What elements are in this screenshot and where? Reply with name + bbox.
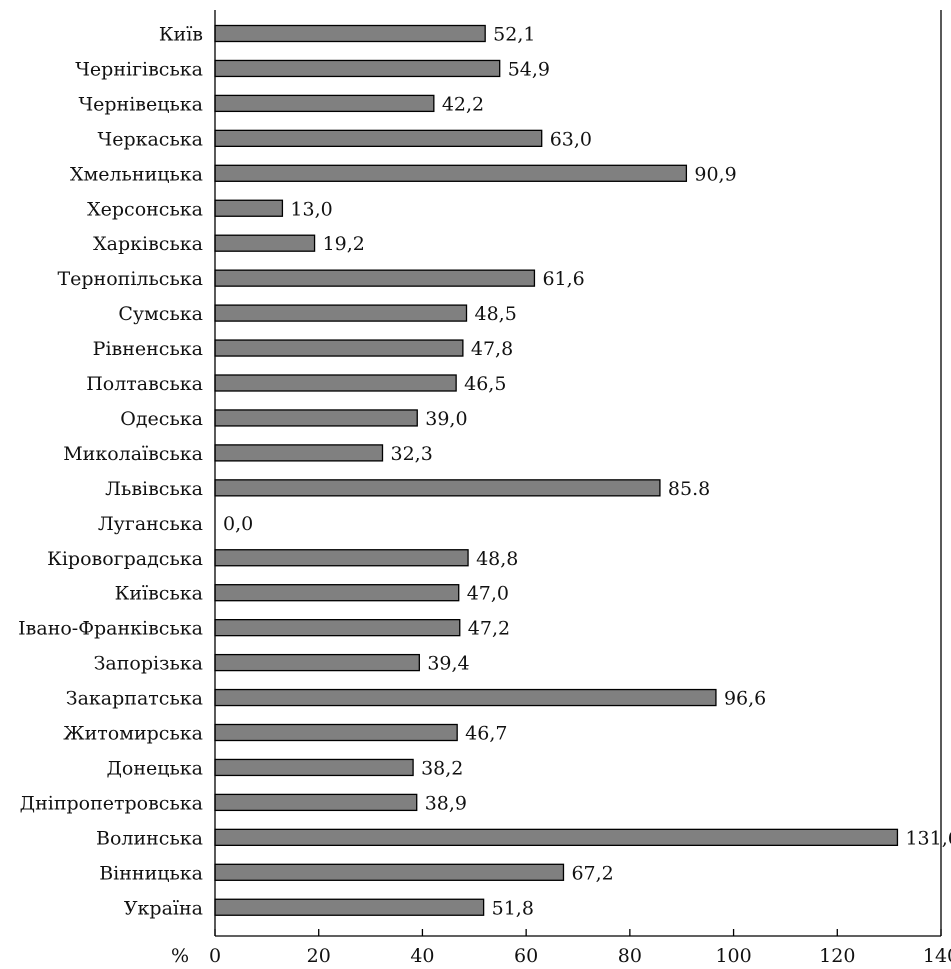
category-label: Вінницька [99, 862, 203, 884]
x-tick-label: 140 [923, 945, 951, 967]
value-label: 46,5 [464, 373, 506, 395]
category-label: Черкаська [98, 128, 203, 150]
value-label: 47,0 [467, 583, 509, 605]
category-label: Рівненська [93, 338, 203, 360]
value-label: 85.8 [668, 478, 710, 500]
bar [214, 234, 316, 252]
x-tick-label: 40 [410, 945, 434, 967]
bar [214, 653, 420, 672]
category-label: Київ [159, 24, 203, 46]
bar [214, 94, 435, 113]
bar [214, 269, 536, 287]
value-label: 48,5 [475, 303, 517, 325]
bar [214, 339, 464, 357]
category-label: Херсонська [87, 198, 203, 220]
bar [214, 619, 461, 637]
bar [214, 374, 457, 392]
category-label: Волинська [96, 827, 203, 849]
x-ticks: 0 20 40 60 80 100 120 140 [209, 929, 951, 967]
x-tick-label: 60 [514, 945, 538, 967]
category-label: Сумська [118, 303, 203, 325]
value-label: 13,0 [290, 198, 332, 220]
bars-group [214, 24, 899, 916]
bar [214, 549, 469, 567]
category-label: Миколаївська [63, 443, 203, 465]
bar [214, 898, 485, 916]
value-label: 96,6 [724, 688, 766, 710]
x-tick-label: 0 [209, 945, 221, 967]
axes [214, 10, 942, 937]
value-label: 39,0 [425, 408, 467, 430]
bar [214, 584, 460, 602]
value-label: 67,2 [571, 862, 613, 884]
x-tick-label: 20 [307, 945, 331, 967]
category-label: Закарпатська [66, 688, 203, 710]
bar [214, 688, 717, 707]
bar [214, 863, 565, 881]
value-label: 38,9 [425, 792, 467, 814]
value-label: 63,0 [550, 128, 592, 150]
bar [214, 479, 661, 497]
category-label: Київська [115, 583, 203, 605]
value-label: 32,3 [390, 443, 432, 465]
category-label: Чернівецька [78, 93, 203, 115]
bar [214, 304, 468, 322]
category-label: Чернігівська [75, 58, 203, 80]
category-label: Житомирська [63, 723, 203, 745]
bar [214, 758, 414, 777]
category-label: Запорізька [94, 653, 203, 675]
value-label: 46,7 [465, 723, 507, 745]
value-labels: 52,1 54,9 42,2 63,0 90,9 13,0 19,2 61,6 48,5 47,8… [223, 24, 951, 920]
category-label: Дніпропетровська [20, 792, 203, 814]
category-label: Львівська [105, 478, 203, 500]
x-tick-label: 80 [618, 945, 642, 967]
bar [214, 59, 501, 78]
bar [214, 409, 418, 427]
value-label: 54,9 [508, 58, 550, 80]
category-label: Хмельницька [70, 163, 203, 185]
value-label: 61,6 [542, 268, 584, 290]
value-label: 38,2 [421, 757, 463, 779]
bar [214, 129, 543, 148]
value-label: 52,1 [493, 24, 535, 46]
category-label: Полтавська [86, 373, 203, 395]
value-label: 42,2 [442, 93, 484, 115]
value-label: 0,0 [223, 513, 253, 535]
x-tick-label: 120 [819, 945, 855, 967]
bar [214, 723, 458, 742]
value-label: 131,6 [905, 827, 951, 849]
category-label: Україна [124, 897, 203, 919]
bar [214, 164, 688, 182]
value-label: 19,2 [323, 233, 365, 255]
bar [214, 199, 284, 217]
value-label: 90,9 [694, 163, 736, 185]
value-label: 48,8 [476, 548, 518, 570]
category-label: Донецька [106, 757, 203, 779]
category-labels: Київ Чернігівська Чернівецька Черкаська Хмел… [18, 24, 203, 920]
x-tick-label: 100 [715, 945, 751, 967]
value-label: 47,2 [468, 618, 510, 640]
category-label: Одеська [120, 408, 203, 430]
bar [214, 828, 899, 846]
bar [214, 24, 486, 43]
bar [214, 793, 418, 812]
category-label: Івано-Франківська [18, 618, 203, 640]
category-label: Харківська [93, 233, 203, 255]
category-label: Тернопільська [57, 268, 203, 290]
value-label: 47,8 [471, 338, 513, 360]
value-label: 51,8 [492, 897, 534, 919]
category-label: Луганська [98, 513, 203, 535]
value-label: 39,4 [427, 653, 469, 675]
bar [214, 444, 384, 462]
x-unit-label: % [171, 945, 189, 967]
category-label: Кіровоградська [47, 548, 203, 570]
